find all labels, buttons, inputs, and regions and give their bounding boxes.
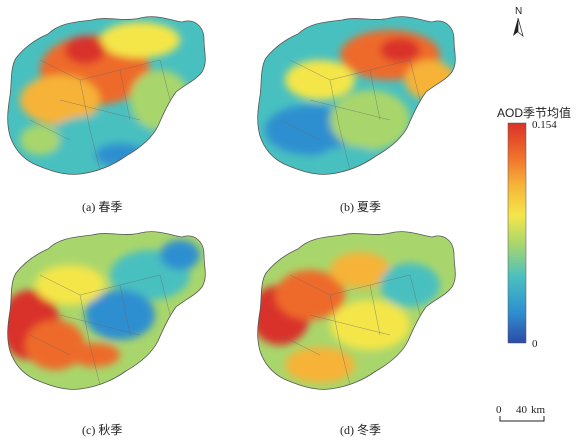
scale-bar-zero: 0 xyxy=(496,404,502,416)
panel-c-caption: (c) 秋季 xyxy=(82,423,122,437)
legend-max-label: 0.154 xyxy=(532,119,557,131)
legend-min-label: 0 xyxy=(532,338,538,350)
scale-bar-distance: 40 xyxy=(516,404,528,416)
scale-bar: 0 40 km xyxy=(496,404,546,422)
scale-bar-line xyxy=(499,416,545,422)
legend-colorbar xyxy=(507,122,527,344)
panel-d-map xyxy=(257,231,456,390)
legend-title: AOD季节均值 xyxy=(497,105,571,120)
panel-a-caption: (a) 春季 xyxy=(82,200,122,214)
panel-a-map xyxy=(7,16,206,175)
panel-b-caption: (b) 夏季 xyxy=(340,200,381,214)
panel-b-map xyxy=(257,16,456,175)
scale-bar-unit: km xyxy=(531,404,546,416)
north-arrow-icon: N xyxy=(513,6,524,37)
north-arrow-label: N xyxy=(515,6,522,17)
panel-c-map xyxy=(7,231,206,390)
panel-d-caption: (d) 冬季 xyxy=(340,422,381,437)
